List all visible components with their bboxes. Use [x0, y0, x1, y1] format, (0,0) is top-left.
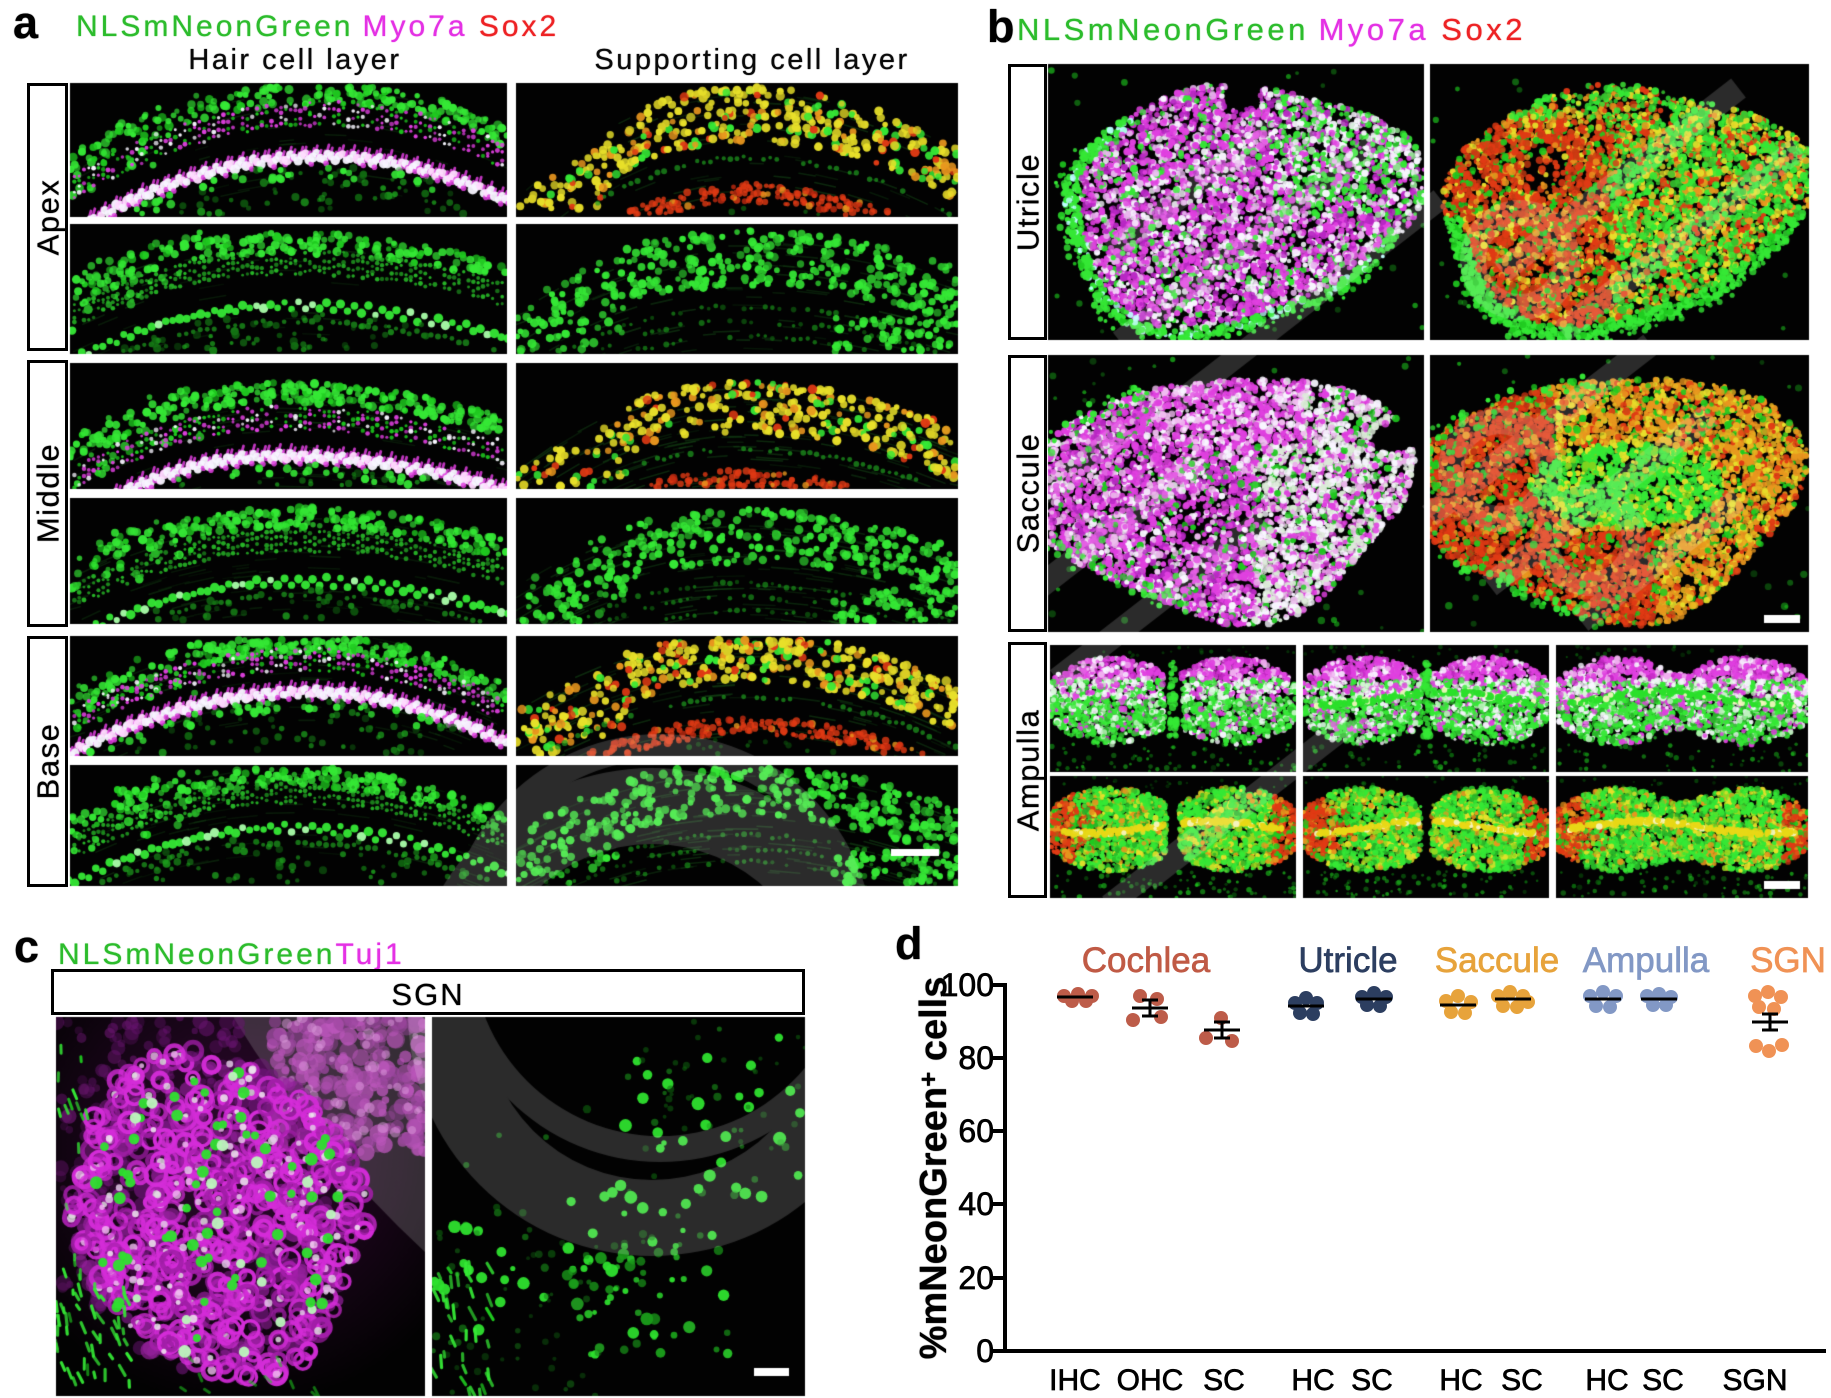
- svg-text:HC: HC: [1439, 1364, 1482, 1397]
- svg-text:Utricle: Utricle: [1298, 941, 1397, 980]
- svg-text:100: 100: [941, 967, 994, 1003]
- svg-text:Saccule: Saccule: [1435, 941, 1560, 980]
- svg-text:SC: SC: [1642, 1364, 1684, 1397]
- svg-text:HC: HC: [1585, 1364, 1628, 1397]
- svg-text:60: 60: [958, 1113, 994, 1149]
- svg-text:40: 40: [958, 1186, 994, 1222]
- svg-text:0: 0: [976, 1333, 994, 1369]
- svg-text:OHC: OHC: [1117, 1364, 1184, 1397]
- svg-text:SGN: SGN: [1722, 1364, 1787, 1397]
- svg-text:SC: SC: [1501, 1364, 1543, 1397]
- svg-text:Ampulla: Ampulla: [1583, 941, 1710, 980]
- svg-text:Cochlea: Cochlea: [1082, 941, 1211, 980]
- svg-text:20: 20: [958, 1260, 994, 1296]
- svg-text:HC: HC: [1291, 1364, 1334, 1397]
- svg-text:SC: SC: [1203, 1364, 1245, 1397]
- svg-text:80: 80: [958, 1040, 994, 1076]
- svg-text:SC: SC: [1351, 1364, 1393, 1397]
- svg-text:IHC: IHC: [1049, 1364, 1101, 1397]
- svg-text:SGN: SGN: [1750, 941, 1826, 980]
